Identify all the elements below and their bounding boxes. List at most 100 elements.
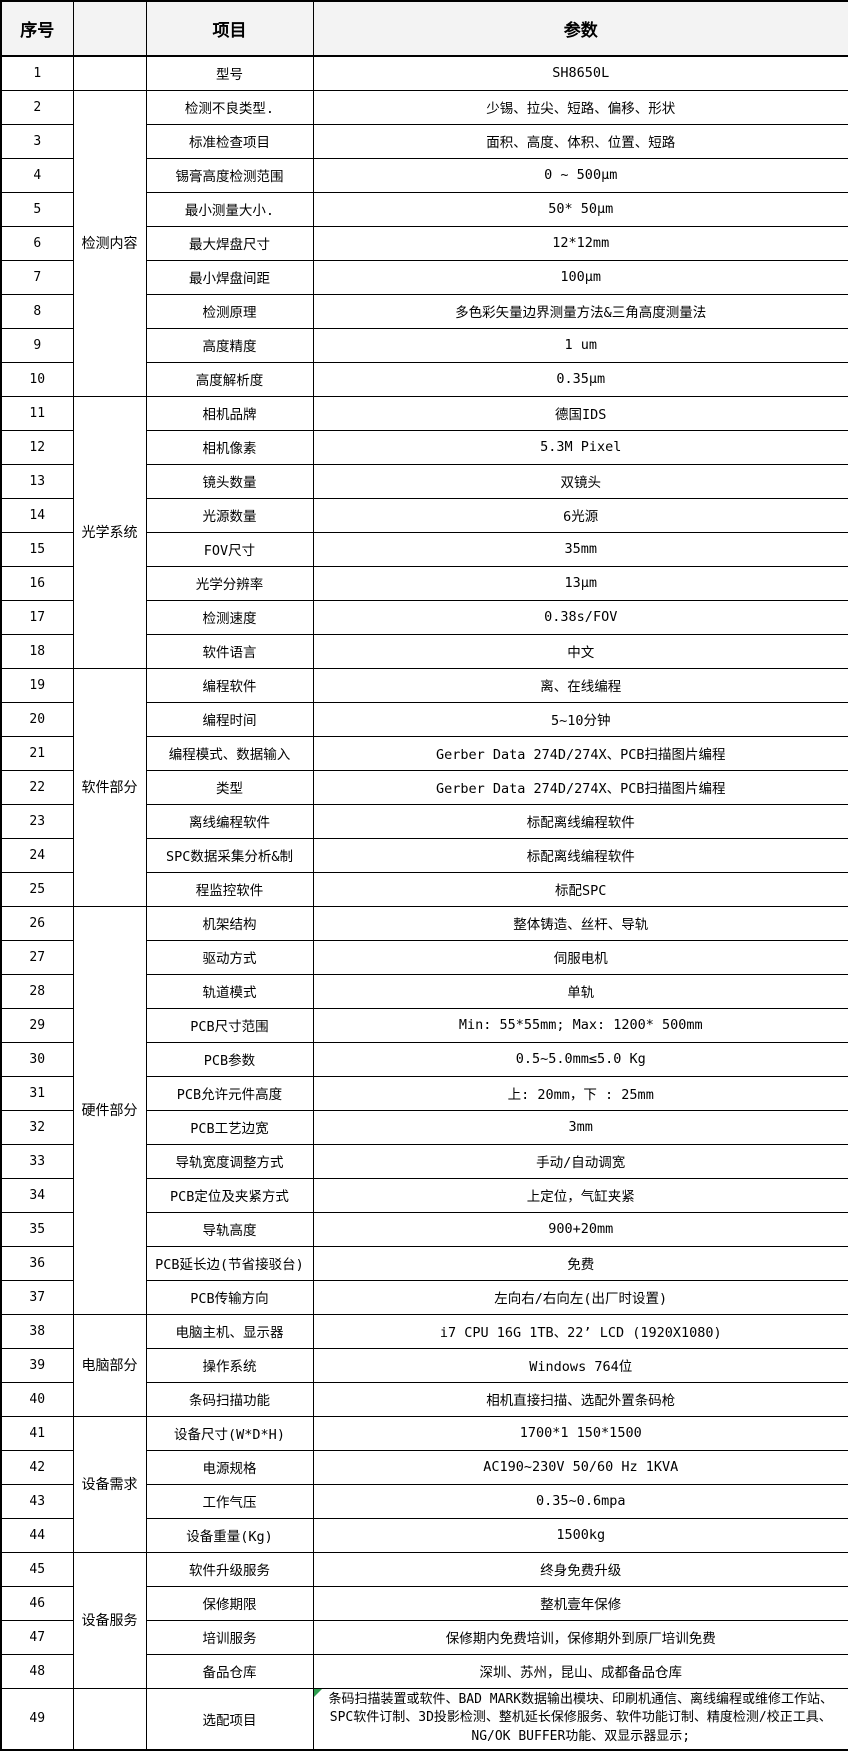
- item-cell: 检测速度: [145, 599, 314, 635]
- param-cell: 深圳、苏州，昆山、成都备品仓库: [312, 1653, 848, 1689]
- row-number: 26: [0, 905, 74, 941]
- param-cell: 面积、高度、体积、位置、短路: [312, 123, 848, 159]
- table-row: 28 轨道模式 单轨: [0, 973, 848, 1009]
- table-row: 41 设备需求 设备尺寸(W*D*H) 1700*1 150*1500: [0, 1415, 848, 1553]
- item-cell: 选配项目: [145, 1687, 314, 1751]
- table-row: 35 导轨高度 900+20mm: [0, 1211, 848, 1247]
- header-row: 序号 项目 参数: [0, 0, 848, 57]
- param-text: Gerber Data 274D/274X、PCB扫描图片编程: [435, 781, 726, 797]
- param-cell: 13μm: [312, 565, 848, 601]
- row-number: 8: [0, 293, 74, 329]
- item-cell: 条码扫描功能: [145, 1381, 314, 1417]
- row-number: 19: [0, 667, 74, 703]
- row-number: 11: [0, 395, 74, 431]
- param-text: 13μm: [564, 575, 597, 591]
- item-cell: 机架结构: [145, 905, 314, 941]
- param-cell: Gerber Data 274D/274X、PCB扫描图片编程: [312, 735, 848, 771]
- row-number: 18: [0, 633, 74, 669]
- param-text: 单轨: [567, 985, 595, 1001]
- param-text: i7 CPU 16G 1TB、22’ LCD (1920X1080): [439, 1325, 722, 1341]
- row-number: 30: [0, 1041, 74, 1077]
- table-row: 8 检测原理 多色彩矢量边界测量方法&三角高度测量法: [0, 293, 848, 329]
- param-text: Min: 55*55mm; Max: 1200* 500mm: [458, 1017, 703, 1033]
- table-row: 16 光学分辨率 13μm: [0, 565, 848, 601]
- row-number: 1: [0, 55, 74, 91]
- param-cell: 标配SPC: [312, 871, 848, 907]
- row-number: 38: [0, 1313, 74, 1349]
- param-cell: 相机直接扫描、选配外置条码枪: [312, 1381, 848, 1417]
- param-cell: 少锡、拉尖、短路、偏移、形状: [312, 89, 848, 125]
- table-row: 38 电脑部分 电脑主机、显示器 i7 CPU 16G 1TB、22’ LCD (19…: [0, 1313, 848, 1417]
- param-cell: 标配离线编程软件: [312, 837, 848, 873]
- table-row: 47 培训服务 保修期内免费培训，保修期外到原厂培训免费: [0, 1619, 848, 1655]
- param-text: 5.3M Pixel: [540, 439, 622, 455]
- item-cell: 电脑主机、显示器: [145, 1313, 314, 1349]
- row-number: 35: [0, 1211, 74, 1247]
- row-number: 16: [0, 565, 74, 601]
- table-row: 15 FOV尺寸 35mm: [0, 531, 848, 567]
- spec-table-body: 1 型号 SH8650L 2 检测内容 检测不良类型. 少锡、拉尖、短路、偏移、形状 3 标准检…: [0, 55, 848, 1751]
- param-text: 相机直接扫描、选配外置条码枪: [486, 1393, 676, 1409]
- param-cell: 终身免费升级: [312, 1551, 848, 1587]
- param-cell: 整体铸造、丝杆、导轨: [312, 905, 848, 941]
- table-row: 32 PCB工艺边宽 3mm: [0, 1109, 848, 1145]
- table-row: 34 PCB定位及夹紧方式 上定位，气缸夹紧: [0, 1177, 848, 1213]
- param-cell: AC190~230V 50/60 Hz 1KVA: [312, 1449, 848, 1485]
- param-text: 6光源: [563, 509, 599, 525]
- row-number: 15: [0, 531, 74, 567]
- param-cell: 0 ~ 500μm: [312, 157, 848, 193]
- table-row: 30 PCB参数 0.5~5.0mm≤5.0 Kg: [0, 1041, 848, 1077]
- item-cell: 培训服务: [145, 1619, 314, 1655]
- item-cell: PCB传输方向: [145, 1279, 314, 1315]
- param-text: Gerber Data 274D/274X、PCB扫描图片编程: [435, 747, 726, 763]
- row-number: 45: [0, 1551, 74, 1587]
- item-cell: 光学分辨率: [145, 565, 314, 601]
- param-text: 双镜头: [560, 475, 602, 491]
- table-row: 39 操作系统 Windows 764位: [0, 1347, 848, 1383]
- row-number: 10: [0, 361, 74, 397]
- param-text: 整体铸造、丝杆、导轨: [513, 917, 649, 933]
- param-cell: 5~10分钟: [312, 701, 848, 737]
- param-cell: 双镜头: [312, 463, 848, 499]
- item-cell: 工作气压: [145, 1483, 314, 1519]
- param-cell: 整机壹年保修: [312, 1585, 848, 1621]
- table-row: 14 光源数量 6光源: [0, 497, 848, 533]
- param-text: 1 um: [564, 337, 597, 353]
- row-number: 25: [0, 871, 74, 907]
- row-number: 4: [0, 157, 74, 193]
- param-text: 900+20mm: [548, 1221, 614, 1237]
- param-text: 0.35μm: [556, 371, 606, 387]
- category-cell: 设备需求: [72, 1415, 147, 1553]
- row-number: 24: [0, 837, 74, 873]
- param-cell: 免费: [312, 1245, 848, 1281]
- param-text: 0.5~5.0mm≤5.0 Kg: [515, 1051, 646, 1067]
- param-text: 3mm: [568, 1119, 593, 1135]
- param-text: 手动/自动调宽: [536, 1155, 626, 1171]
- table-row: 40 条码扫描功能 相机直接扫描、选配外置条码枪: [0, 1381, 848, 1417]
- row-number: 31: [0, 1075, 74, 1111]
- category-cell: [72, 55, 147, 91]
- item-cell: 编程软件: [145, 667, 314, 703]
- category-cell: 光学系统: [72, 395, 147, 669]
- param-cell: 0.38s/FOV: [312, 599, 848, 635]
- param-text: 终身免费升级: [540, 1563, 622, 1579]
- param-text: Windows 764位: [529, 1359, 633, 1375]
- row-number: 28: [0, 973, 74, 1009]
- item-cell: 操作系统: [145, 1347, 314, 1383]
- header-col-category: [72, 0, 147, 57]
- category-cell: [72, 1687, 147, 1751]
- param-cell: Windows 764位: [312, 1347, 848, 1383]
- item-cell: 编程时间: [145, 701, 314, 737]
- row-number: 7: [0, 259, 74, 295]
- param-text: 标配离线编程软件: [526, 849, 635, 865]
- param-cell: 0.5~5.0mm≤5.0 Kg: [312, 1041, 848, 1077]
- item-cell: 备品仓库: [145, 1653, 314, 1689]
- item-cell: 软件升级服务: [145, 1551, 314, 1587]
- table-row: 6 最大焊盘尺寸 12*12mm: [0, 225, 848, 261]
- param-text: 35mm: [564, 541, 597, 557]
- item-cell: 光源数量: [145, 497, 314, 533]
- row-number: 39: [0, 1347, 74, 1383]
- table-row: 13 镜头数量 双镜头: [0, 463, 848, 499]
- item-cell: 标准检查项目: [145, 123, 314, 159]
